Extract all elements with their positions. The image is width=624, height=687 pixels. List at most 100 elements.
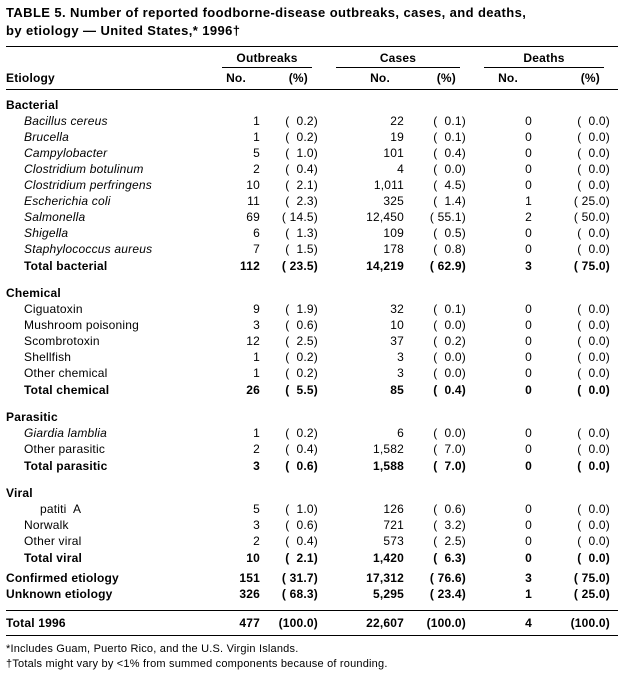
percent-cell: ( 0.6) — [285, 518, 318, 533]
count-cell: 1 — [525, 587, 532, 602]
percent-cell: ( 25.0) — [573, 194, 610, 209]
table-row: Clostridium botulinum 2 ( 0.4) 4 ( 0.0) 0 ( 0.… — [6, 161, 618, 177]
table-row: Escherichia coli 11 ( 2.3) 325 ( 1.4) 1 ( 25.0… — [6, 193, 618, 209]
percent-cell: ( 0.8) — [433, 242, 466, 257]
etiology-label: Total bacterial — [24, 259, 108, 274]
percent-cell: ( 0.0) — [577, 442, 610, 457]
count-cell: 10 — [246, 178, 260, 193]
count-cell: 7 — [253, 242, 260, 257]
count-cell: 0 — [525, 178, 532, 193]
column-group-deaths: Deaths — [474, 47, 618, 69]
percent-cell: ( 14.5) — [281, 210, 318, 225]
percent-cell: ( 0.0) — [577, 226, 610, 241]
count-cell: 477 — [212, 610, 260, 637]
table-row: patiti A 5 ( 1.0) 126 ( 0.6) 0 ( 0.0) — [6, 501, 618, 517]
percent-cell: ( 1.4) — [433, 194, 466, 209]
percent-cell: ( 1.0) — [285, 146, 318, 161]
count-cell: 0 — [525, 459, 532, 474]
table-row: Other chemical 1 ( 0.2) 3 ( 0.0) 0 ( 0.0) — [6, 365, 618, 381]
table-row: Clostridium perfringens 10 ( 2.1) 1,011 ( 4.… — [6, 177, 618, 193]
percent-cell: ( 62.9) — [429, 259, 466, 274]
percent-cell: ( 2.1) — [285, 178, 318, 193]
etiology-label: Other parasitic — [24, 442, 106, 457]
etiology-column-header: Etiology — [6, 68, 212, 91]
percent-cell: ( 50.0) — [573, 210, 610, 225]
count-cell: 0 — [525, 146, 532, 161]
table-row: Total bacterial 112 ( 23.5) 14,219 ( 62.9) 3 (… — [6, 257, 618, 278]
percent-cell: ( 0.0) — [577, 114, 610, 129]
percent-cell: ( 25.0) — [573, 587, 610, 602]
count-cell: 0 — [525, 130, 532, 145]
etiology-label: Total chemical — [24, 383, 110, 398]
percent-cell: ( 0.0) — [433, 350, 466, 365]
count-cell: 3 — [253, 459, 260, 474]
count-cell: 0 — [525, 366, 532, 381]
etiology-label: Brucella — [24, 130, 69, 145]
percent-cell: ( 0.2) — [285, 350, 318, 365]
count-cell: 4 — [474, 610, 532, 637]
count-cell: 5 — [253, 146, 260, 161]
table-row: Norwalk 3 ( 0.6) 721 ( 3.2) 0 ( 0.0) — [6, 517, 618, 533]
percent-cell: ( 0.0) — [577, 383, 610, 398]
count-cell: 0 — [525, 426, 532, 441]
percent-cell: ( 3.2) — [433, 518, 466, 533]
etiology-label: Clostridium botulinum — [24, 162, 144, 177]
count-cell: 1 — [253, 114, 260, 129]
table-row: Bacillus cereus 1 ( 0.2) 22 ( 0.1) 0 ( 0.0) — [6, 113, 618, 129]
etiology-label: Scombrotoxin — [24, 334, 100, 349]
table-row: Salmonella 69 ( 14.5) 12,450 ( 55.1) 2 ( 50.0) — [6, 209, 618, 225]
column-group-cases: Cases — [326, 47, 474, 69]
percent-cell: ( 0.2) — [285, 426, 318, 441]
percent-cell: ( 1.3) — [285, 226, 318, 241]
percent-cell: ( 0.0) — [577, 366, 610, 381]
percent-cell: ( 0.0) — [577, 334, 610, 349]
count-cell: 109 — [383, 226, 404, 241]
percent-cell: ( 0.4) — [285, 442, 318, 457]
table-row: Brucella 1 ( 0.2) 19 ( 0.1) 0 ( 0.0) — [6, 129, 618, 145]
count-cell: 3 — [525, 571, 532, 586]
outbreaks-group-label: Outbreaks — [222, 47, 312, 69]
table-body: Bacterial Bacillus cereus 1( 0.2) 22( 0.1) 0… — [6, 90, 618, 637]
percent-cell: ( 0.0) — [577, 534, 610, 549]
table-row: Other parasitic 2 ( 0.4) 1,582 ( 7.0) 0 ( 0.0) — [6, 441, 618, 457]
count-cell: 151 — [239, 571, 260, 586]
table-row: Total viral 10 ( 2.1) 1,420 ( 6.3) 0 ( 0.0) — [6, 549, 618, 570]
etiology-label: Staphylococcus aureus — [24, 242, 153, 257]
count-cell: 5 — [253, 502, 260, 517]
count-cell: 9 — [253, 302, 260, 317]
cases-group-label: Cases — [336, 47, 460, 69]
percent-cell: ( 68.3) — [281, 587, 318, 602]
etiology-label: Confirmed etiology — [6, 571, 119, 586]
count-cell: 0 — [525, 350, 532, 365]
etiology-label: Clostridium perfringens — [24, 178, 152, 193]
percent-cell: ( 0.0) — [577, 146, 610, 161]
count-cell: 10 — [390, 318, 404, 333]
cases-no-header: No. — [326, 68, 404, 91]
section-row: Bacterial — [6, 90, 618, 114]
etiology-label: patiti A — [40, 502, 82, 517]
count-cell: 325 — [383, 194, 404, 209]
percent-cell: ( 0.6) — [285, 459, 318, 474]
count-cell: 1,588 — [372, 459, 404, 474]
outbreaks-pct-header: (%) — [260, 68, 326, 91]
etiology-label: Shigella — [24, 226, 69, 241]
count-cell: 1 — [525, 194, 532, 209]
count-cell: 0 — [525, 114, 532, 129]
percent-cell: ( 31.7) — [281, 571, 318, 586]
count-cell: 0 — [525, 534, 532, 549]
percent-cell: ( 0.2) — [285, 366, 318, 381]
outbreaks-no-header: No. — [212, 68, 260, 91]
count-cell: 0 — [525, 242, 532, 257]
count-cell: 11 — [247, 194, 260, 209]
count-cell: 2 — [253, 442, 260, 457]
percent-cell: ( 0.0) — [577, 350, 610, 365]
percent-cell: ( 0.0) — [577, 302, 610, 317]
percent-cell: ( 2.3) — [285, 194, 318, 209]
table-row: Total 1996 477 (100.0) 22,607 (100.0) 4 (100.0… — [6, 610, 618, 637]
count-cell: 178 — [383, 242, 404, 257]
count-cell: 37 — [390, 334, 404, 349]
percent-cell: ( 0.0) — [577, 162, 610, 177]
percent-cell: ( 0.0) — [433, 426, 466, 441]
percent-cell: (100.0) — [532, 610, 618, 637]
table-title-line2: by etiology — United States,* 1996† — [6, 22, 241, 38]
